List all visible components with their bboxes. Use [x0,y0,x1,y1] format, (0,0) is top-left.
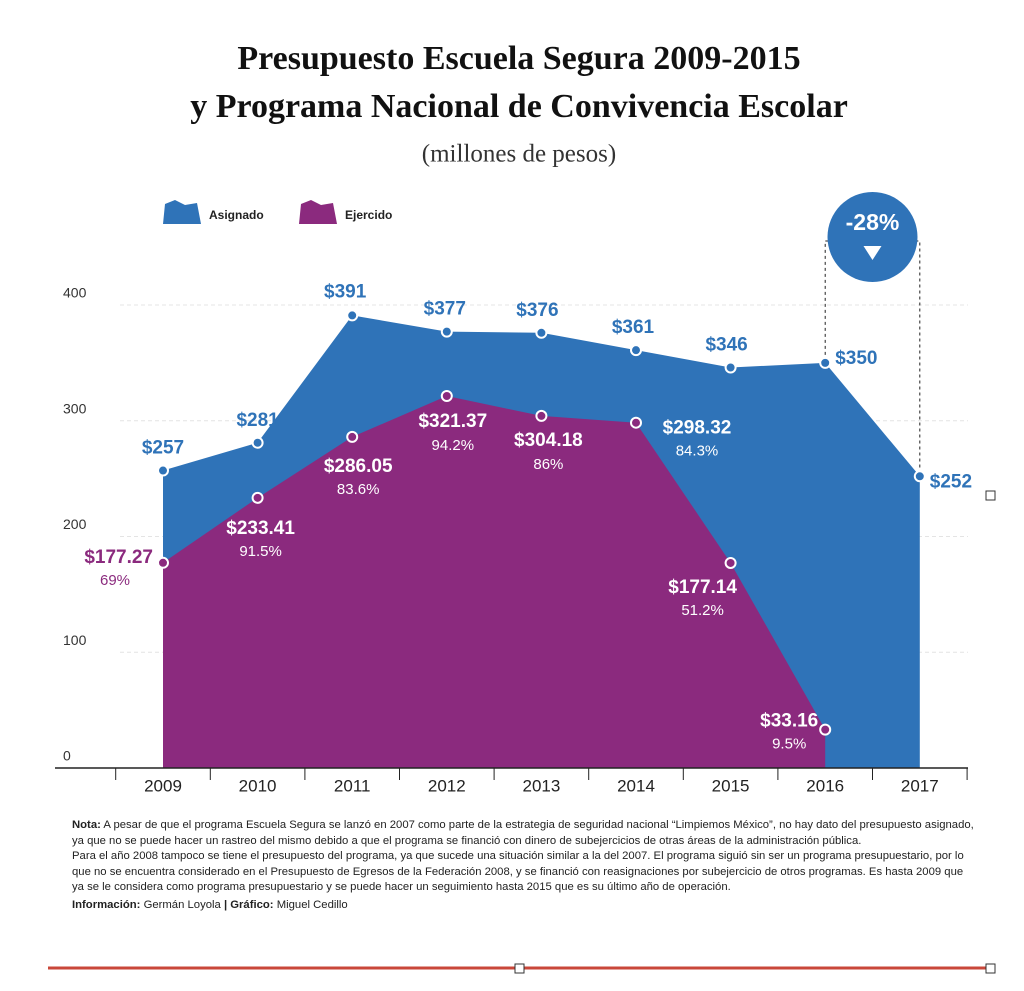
chart-title: Presupuesto Escuela Segura 2009-2015 [237,40,800,77]
legend-swatch [163,200,201,224]
percent-label: 94.2% [432,437,475,454]
chart-subtitle: (millones de pesos) [422,141,616,168]
percent-label: 51.2% [681,602,724,619]
legend-label: Ejercido [345,208,392,222]
value-label: $252 [930,471,972,492]
point [251,491,264,504]
value-label: $350 [835,348,877,369]
note-text: A pesar de que el programa Escuela Segur… [72,819,974,847]
credit-label: Información: [72,898,141,911]
legend-label: Asignado [209,208,264,222]
point [157,556,169,569]
point [724,556,737,569]
point [535,326,548,339]
point [535,409,548,422]
point [251,436,264,449]
value-label: $177.14 [668,577,737,598]
percent-label: 83.6% [337,481,380,498]
note-label: Nota: [72,819,101,831]
x-tick-label: 2010 [239,776,277,795]
value-label: $286.05 [324,456,393,477]
value-label: $361 [612,317,655,338]
point [440,390,453,403]
area [163,396,826,768]
annotation-arrow [863,246,882,260]
percent-label: 86% [533,456,563,473]
annotation: -28% [846,209,900,235]
handle [985,963,996,974]
handle [985,490,996,501]
annotation-badge [827,192,918,282]
note-paragraph: Nota: A pesar de que el programa Escuela… [72,818,977,849]
x-tick-label: 2009 [144,776,182,795]
x-tick-label: 2017 [901,776,939,795]
x-tick-label: 2014 [617,776,655,795]
x-tick-label: 2012 [428,776,466,795]
point [630,344,642,357]
point [346,309,359,322]
point [157,464,169,477]
percent-label: 91.5% [239,543,282,560]
value-label: $33.16 [760,711,818,732]
value-label: $346 [705,335,747,356]
point [440,325,453,338]
y-tick-label: 100 [63,632,87,648]
legend-swatch [299,200,337,224]
percent-label: 69% [100,572,130,589]
percent-label: 84.3% [676,443,719,460]
credits: Información: Germán Loyola | Gráfico: Mi… [72,898,977,914]
percent-label: 9.5% [772,736,806,753]
value-label: $233.41 [226,518,295,539]
point [630,416,642,429]
x-tick-label: 2013 [522,776,560,795]
value-label: $377 [424,299,466,320]
value-label: $321.37 [418,411,487,432]
value-label: $304.18 [514,430,583,451]
point [819,723,832,736]
value-label: $281 [236,410,279,431]
x-tick-label: 2016 [806,776,844,795]
handle [514,963,525,974]
y-tick-label: 300 [63,400,87,416]
y-tick-label: 0 [63,748,71,764]
value-label: $177.27 [84,547,153,568]
point [724,361,737,374]
x-tick-label: 2015 [712,776,750,795]
credit: Miguel Cedillo [276,898,348,911]
value-label: $376 [516,300,558,321]
note-paragraph: Para el año 2008 tampoco se tiene el pre… [72,850,964,893]
value-label: $257 [142,438,184,459]
value-label: $391 [324,281,367,302]
credit: Germán Loyola [143,898,221,911]
chart-title: y Programa Nacional de Convivencia Escol… [190,88,848,125]
notes: Nota: A pesar de que el programa Escuela… [72,818,977,913]
point [819,356,832,369]
bracket [824,240,921,469]
x-tick-label: 2011 [334,776,371,795]
point [346,430,359,443]
y-tick-label: 200 [63,516,87,532]
value-label: $298.32 [663,418,732,439]
credit-label: | Gráfico: [223,898,274,911]
y-tick-label: 400 [63,285,87,301]
point [913,470,926,483]
